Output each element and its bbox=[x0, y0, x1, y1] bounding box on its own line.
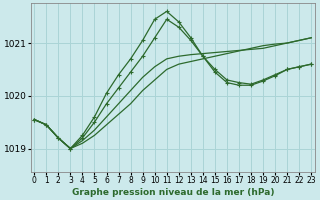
X-axis label: Graphe pression niveau de la mer (hPa): Graphe pression niveau de la mer (hPa) bbox=[71, 188, 274, 197]
